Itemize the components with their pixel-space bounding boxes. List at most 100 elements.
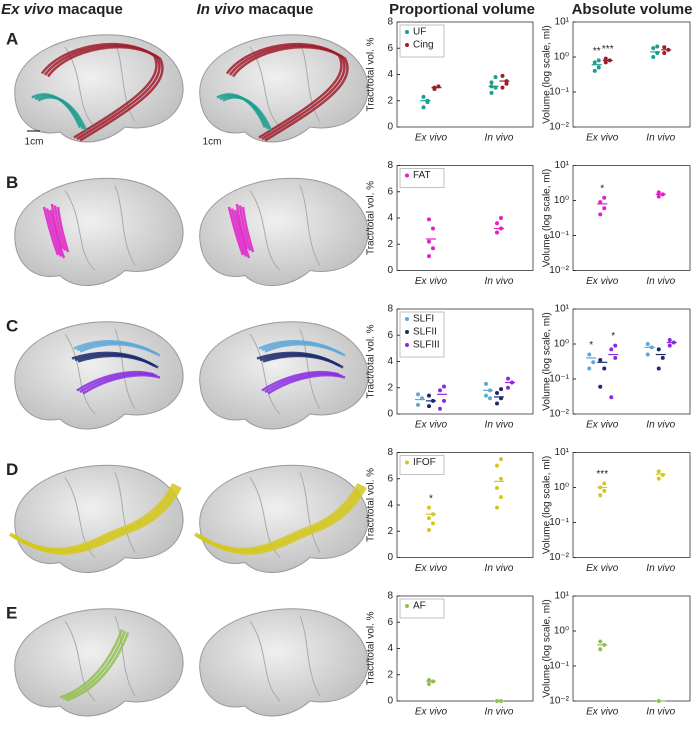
data-point (489, 80, 494, 85)
data-point (656, 347, 661, 352)
legend-marker (405, 317, 409, 321)
tract (227, 206, 245, 256)
x-tick-label: Ex vivo (586, 133, 619, 144)
plot-frame (572, 595, 691, 702)
significance: * (611, 331, 615, 342)
y-tick-label: 6 (387, 186, 393, 197)
data-point (598, 212, 603, 217)
data-point (602, 206, 607, 211)
data-point (484, 393, 488, 398)
data-point (416, 392, 420, 397)
significance: *** (602, 44, 614, 55)
data-point (602, 366, 607, 371)
plot-frame (572, 452, 691, 558)
data-point (598, 200, 603, 205)
tract (56, 206, 70, 253)
brain-outline (14, 321, 184, 430)
plot-frame (572, 308, 691, 415)
y-tick-label: 10⁻² (549, 552, 569, 563)
sulcus (249, 185, 321, 271)
data-point (488, 396, 492, 401)
brain-outline (199, 464, 369, 574)
x-tick-label: In vivo (485, 133, 514, 144)
legend-marker (405, 604, 409, 608)
legend-marker (405, 460, 409, 465)
sulcus (249, 472, 321, 558)
brain-outline (199, 321, 369, 430)
y-axis-label: Volume (log scale, ml) (542, 599, 553, 697)
data-point (660, 355, 665, 360)
y-tick-label: 10⁻¹ (549, 517, 569, 528)
panel-label: B (6, 173, 18, 192)
y-axis-label: Tract/total vol. % (366, 468, 377, 542)
column-header: Absolute volume (572, 1, 693, 18)
data-point (427, 404, 431, 409)
sulcus (64, 615, 136, 702)
data-point (603, 60, 608, 65)
sulcus (64, 472, 136, 558)
y-tick-label: 10⁻¹ (549, 230, 569, 241)
brain-outline (14, 464, 184, 574)
sulcus (249, 328, 321, 415)
data-point (656, 366, 661, 371)
scale-label: 1cm (203, 137, 222, 148)
y-axis-label: Tract/total vol. % (366, 611, 377, 685)
data-point (587, 366, 592, 371)
data-point (656, 469, 661, 474)
y-axis-label: Volume (log scale, ml) (542, 312, 553, 410)
panel-label: D (6, 460, 18, 479)
y-tick-label: 0 (387, 265, 393, 276)
y-axis-label: Volume (log scale, ml) (542, 25, 553, 123)
data-point (500, 73, 505, 78)
y-tick-label: 10⁻² (549, 122, 569, 133)
legend-label: SLFIII (413, 340, 440, 351)
data-point (427, 505, 431, 510)
legend-label: UF (413, 27, 426, 38)
data-point (427, 239, 431, 244)
data-point (416, 402, 420, 407)
tract (231, 45, 349, 142)
brain (199, 608, 369, 717)
plot-frame (572, 165, 691, 271)
y-tick-label: 10¹ (555, 591, 570, 602)
y-tick-label: 10⁰ (554, 626, 569, 637)
data-point (598, 384, 603, 389)
y-axis-label: Tract/total vol. % (366, 37, 377, 111)
data-point (495, 485, 499, 490)
brain (199, 177, 369, 287)
data-point (442, 398, 446, 403)
tract (59, 629, 124, 699)
data-point (442, 384, 446, 389)
significance: * (429, 493, 433, 504)
x-tick-label: Ex vivo (586, 563, 619, 574)
x-tick-label: In vivo (646, 707, 675, 718)
y-tick-label: 2 (387, 382, 393, 393)
x-tick-label: In vivo (646, 563, 675, 574)
header-text: macaque (54, 1, 123, 18)
brain (8, 464, 184, 574)
significance: *** (596, 469, 608, 480)
y-tick-label: 10⁻¹ (549, 87, 569, 98)
data-point (421, 105, 426, 110)
x-tick-label: Ex vivo (586, 420, 619, 431)
tract (62, 630, 127, 701)
tract (45, 208, 63, 257)
brain-outline (199, 608, 369, 717)
x-tick-label: Ex vivo (415, 563, 448, 574)
legend-marker (405, 173, 409, 178)
data-point (598, 493, 603, 498)
data-point (613, 355, 618, 360)
legend-marker (405, 343, 409, 347)
tract (77, 354, 159, 369)
legend-box (399, 168, 445, 188)
y-tick-label: 10⁰ (554, 482, 569, 493)
data-point (602, 481, 607, 486)
y-tick-label: 4 (387, 356, 393, 367)
tract (82, 374, 161, 395)
x-tick-label: In vivo (646, 420, 675, 431)
x-tick-label: Ex vivo (586, 276, 619, 287)
y-tick-label: 0 (387, 122, 393, 133)
data-point (603, 56, 608, 61)
